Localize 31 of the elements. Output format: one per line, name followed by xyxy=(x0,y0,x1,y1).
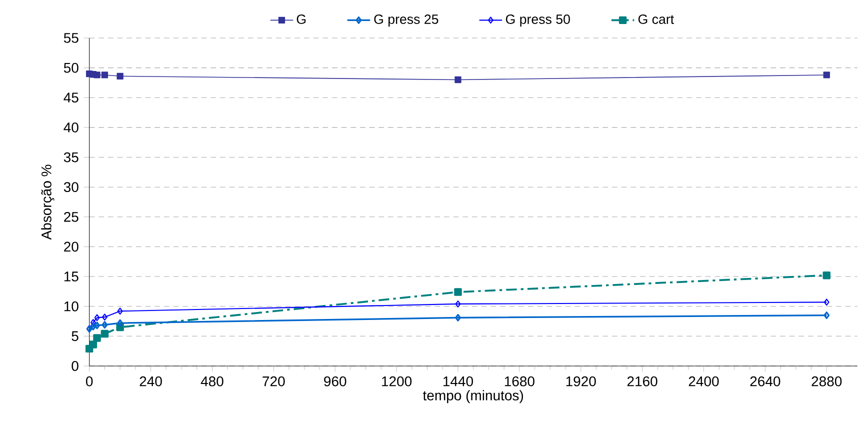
y-tick-label: 35 xyxy=(64,152,78,162)
y-tick-label: 55 xyxy=(64,33,78,43)
x-tick-label: 1200 xyxy=(382,376,412,386)
y-tick-label: 5 xyxy=(72,331,78,342)
y-tick-label: 30 xyxy=(64,182,78,192)
x-tick-label: 0 xyxy=(86,376,93,386)
legend-label: G cart xyxy=(638,14,674,24)
y-tick-label: 0 xyxy=(72,361,78,371)
x-tick-label: 480 xyxy=(200,376,224,386)
y-tick-label: 10 xyxy=(64,301,78,312)
y-tick-label: 40 xyxy=(64,122,78,132)
x-tick-label: 1440 xyxy=(443,376,473,386)
y-tick-label: 25 xyxy=(64,212,78,222)
x-tick-label: 2160 xyxy=(627,376,658,386)
x-tick-label: 2640 xyxy=(750,376,780,386)
legend-label: G xyxy=(296,14,306,24)
x-tick-label: 960 xyxy=(324,376,346,386)
x-tick-label: 1920 xyxy=(566,376,596,386)
x-tick-label: 1680 xyxy=(504,376,534,386)
y-tick-label: 15 xyxy=(64,272,78,282)
y-tick-label: 45 xyxy=(64,92,78,103)
x-tick-label: 240 xyxy=(140,376,162,386)
y-tick-label: 20 xyxy=(64,242,78,252)
y-tick-label: 50 xyxy=(64,62,78,73)
x-tick-label: 720 xyxy=(262,376,285,386)
x-tick-label: 2880 xyxy=(812,376,842,386)
legend-label: G press 50 xyxy=(506,14,570,27)
y-axis-title: Absorção % xyxy=(41,164,54,240)
x-axis-title: tempo (minutos) xyxy=(422,390,524,404)
legend-label: G press 25 xyxy=(374,14,438,27)
x-tick-label: 2400 xyxy=(688,376,719,386)
